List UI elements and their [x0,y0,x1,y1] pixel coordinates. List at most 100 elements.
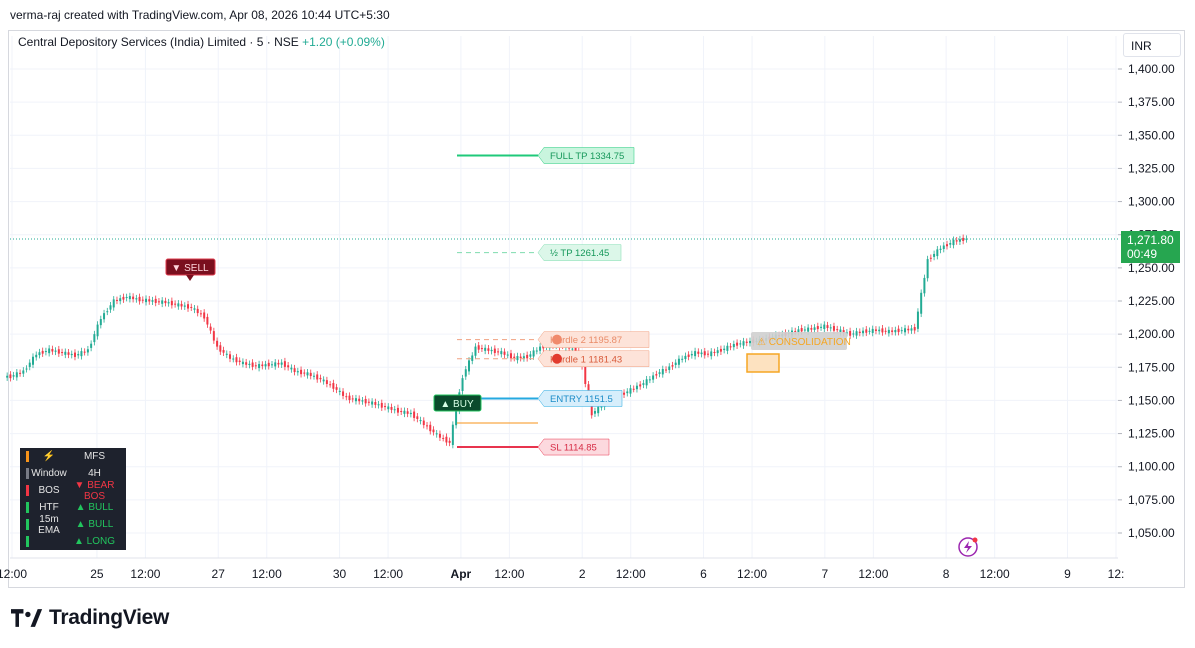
hurdle-2-label: Hurdle 2 1195.87 [537,331,650,348]
x-tick-label: 25 [90,567,104,581]
candle-body [300,369,303,375]
tradingview-logo-text: TradingView [49,606,170,629]
x-tick-label: 6 [700,567,707,581]
candle-body [106,311,109,313]
candle-body [187,304,190,309]
candle-body [232,358,235,360]
candle-body [229,354,232,359]
candle-body [535,350,538,352]
last-price-value: 1,271.80 [1127,233,1174,247]
symbol-name: Central Depository Services (India) Limi… [18,35,299,49]
candle-body [894,330,897,333]
candle-body [432,429,435,433]
candle-body [865,329,868,333]
x-tick-label: 12:00 [616,567,646,581]
candle-body [303,372,306,374]
candle-body [183,305,186,307]
candle-body [736,342,739,346]
candle-body [881,328,884,333]
candle-body [128,296,131,300]
candle-body [148,299,151,302]
status-value: MFS [83,451,106,462]
candle-body [674,362,677,365]
candle-body [345,396,348,398]
candle-body [174,303,177,305]
candle-body [393,409,396,411]
candle-body [248,363,251,366]
candle-body [748,340,751,344]
x-tick-label: 8 [943,567,950,581]
status-key: BOS [38,485,60,496]
candle-body [874,329,877,331]
full-tp-label-bg [537,147,635,164]
half-tp-label: ½ TP 1261.45 [537,244,622,261]
candle-body [364,398,367,404]
candle-body [832,326,835,331]
tradingview-logo[interactable]: TradingView [11,606,169,630]
x-tick-label: 9 [1064,567,1071,581]
candle-body [44,351,47,353]
candle-body [907,328,910,331]
x-tick-label: 12:00 [737,567,767,581]
candle-body [719,348,722,352]
candle-body [306,372,309,376]
candle-body [80,351,83,357]
candle-body [645,379,648,386]
candle-body [351,398,354,400]
candle-body [125,297,128,299]
candle-body [742,341,745,346]
candle-body [600,406,603,408]
candle-body [965,238,968,240]
candle-body [403,410,406,414]
y-tick-label: 1,225.00 [1128,294,1175,308]
candle-body [99,319,102,326]
candle-body [726,345,729,351]
sell-signal-text: ▼ SELL [171,263,209,274]
candle-body [639,384,642,387]
x-tick-label: 30 [333,567,347,581]
candle-body [858,331,861,333]
candle-body [312,375,315,377]
candle-body [396,407,399,413]
candle-body [57,349,60,354]
candle-body [445,436,448,443]
x-tick-label: 12:00 [494,567,524,581]
candle-body [852,333,855,335]
candle-body [141,299,144,301]
y-tick-label: 1,325.00 [1128,161,1175,175]
candle-body [500,351,503,355]
candle-body [442,437,445,439]
candle-body [283,361,286,367]
candle-body [810,328,813,330]
currency-selector[interactable]: INR [1123,33,1181,57]
candle-body [655,374,658,376]
candle-body [241,361,244,365]
candle-body [635,385,638,390]
candle-body [387,406,390,410]
status-key: Window [31,468,67,479]
candle-body [952,239,955,246]
candle-body [451,424,454,445]
candle-body [151,300,154,302]
candle-body [962,237,965,241]
status-key: 15m EMA [38,513,60,536]
candle-body [933,253,936,257]
candle-body [31,356,34,365]
status-key: ⚡ [42,451,56,462]
sl-label: SL 1114.85 [537,438,610,456]
status-row: HTF ▲ BULL [20,499,126,516]
candle-body [532,350,535,357]
status-value: ▼ BEAR BOS [74,479,115,502]
candle-body [135,298,138,300]
candle-body [435,433,438,435]
consolidation-text: ⚠ CONSOLIDATION [757,337,851,348]
candle-body [109,305,112,310]
y-tick-label: 1,300.00 [1128,195,1175,209]
candle-body [261,364,264,367]
candle-body [584,366,587,384]
candle-body [206,316,209,325]
candle-body [64,351,67,355]
candle-body [48,348,51,354]
candle-body [484,347,487,351]
